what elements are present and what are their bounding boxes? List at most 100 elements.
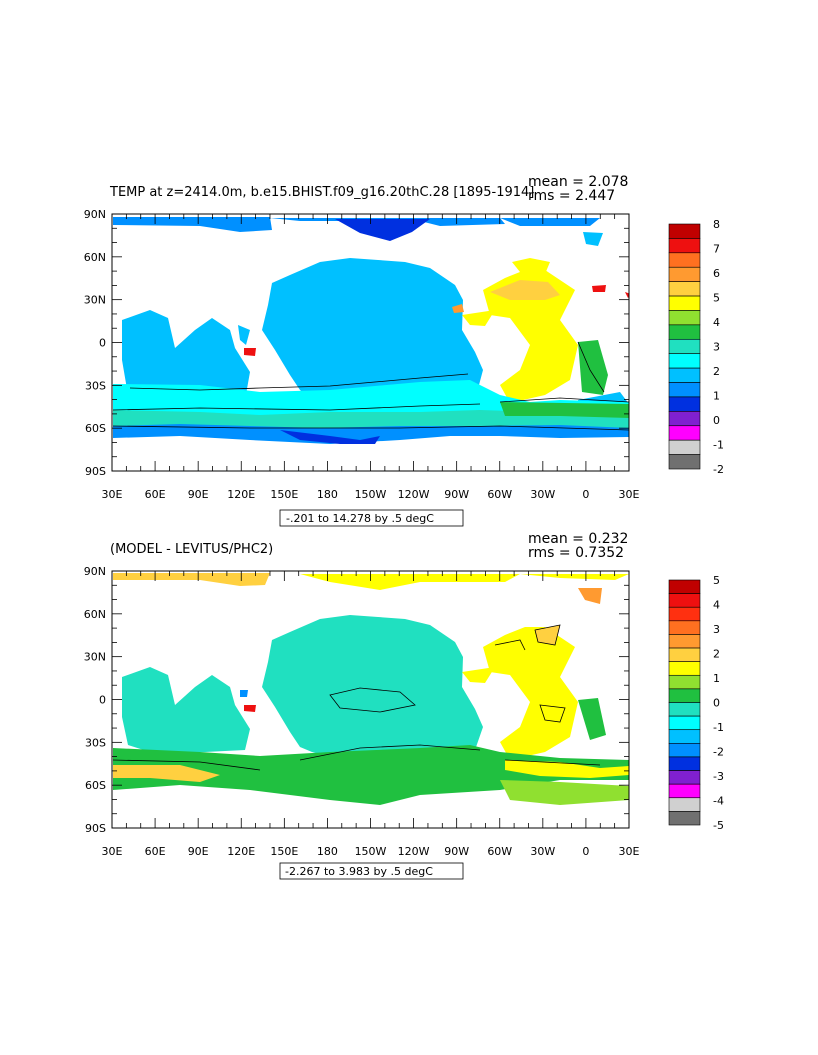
- panel-2-title: (MODEL - LEVITUS/PHC2): [110, 542, 273, 557]
- panel-2-ticks: [111, 570, 630, 829]
- panel-1-map: [112, 217, 629, 444]
- colorbar-label: 5: [713, 574, 720, 587]
- colorbar-swatch: [668, 310, 701, 326]
- lat-label: 90N: [84, 565, 106, 578]
- colorbar-label: 7: [713, 243, 720, 256]
- colorbar-label: 1: [713, 672, 720, 685]
- lat-label: 90S: [85, 822, 106, 835]
- colorbar-swatch: [668, 281, 701, 297]
- panel-2: (MODEL - LEVITUS/PHC2) mean = 0.232 rms …: [84, 531, 724, 880]
- lon-label: 90W: [444, 488, 469, 501]
- panel-1: TEMP at z=2414.0m, b.e15.BHIST.f09_g16.2…: [84, 174, 724, 527]
- colorbar-swatch: [668, 425, 701, 441]
- panel-1-lon-labels: 30E 60E 90E 120E 150E 180 150W 120W 90W 60W 30W 0 30…: [102, 488, 640, 501]
- lon-label: 0: [582, 845, 589, 858]
- lon-label: 30E: [102, 488, 123, 501]
- lon-label: 30E: [619, 845, 640, 858]
- lon-label: 30E: [102, 845, 123, 858]
- colorbar-label: 2: [713, 648, 720, 661]
- colorbar-label: -1: [713, 439, 724, 452]
- lon-label: 30E: [619, 488, 640, 501]
- colorbar-swatch: [668, 324, 701, 340]
- colorbar-label: -2: [713, 463, 724, 476]
- colorbar-swatch: [668, 454, 701, 470]
- colorbar-swatch: [668, 661, 701, 676]
- lon-label: 150E: [270, 488, 298, 501]
- colorbar-swatch: [668, 770, 701, 785]
- lon-label: 90E: [188, 845, 209, 858]
- lat-label: 30N: [84, 651, 106, 664]
- lon-label: 30W: [530, 488, 555, 501]
- colorbar-swatch: [668, 223, 701, 239]
- lon-label: 30W: [530, 845, 555, 858]
- lon-label: 150W: [355, 488, 387, 501]
- lon-label: 60E: [145, 488, 166, 501]
- colorbar-label: 5: [713, 292, 720, 305]
- lon-label: 60W: [487, 488, 512, 501]
- lon-label: 60E: [145, 845, 166, 858]
- colorbar-swatch: [668, 797, 701, 812]
- panel-1-range-box: [279, 509, 464, 527]
- colorbar-swatch: [668, 811, 701, 826]
- lat-label: 0: [99, 337, 106, 350]
- lon-label: 90W: [444, 845, 469, 858]
- colorbar-swatch: [668, 238, 701, 254]
- lon-label: 120W: [398, 488, 430, 501]
- lon-label: 180: [317, 488, 338, 501]
- colorbar-swatch: [668, 295, 701, 311]
- colorbar-swatch: [668, 367, 701, 383]
- colorbar-swatch: [668, 396, 701, 412]
- panel-1-range-label: -.201 to 14.278 by .5 degC: [286, 512, 434, 525]
- lat-label: 60S: [85, 422, 106, 435]
- colorbar-label: -3: [713, 770, 724, 783]
- colorbar-label: -2: [713, 746, 724, 759]
- colorbar-swatch: [668, 266, 701, 282]
- colorbar-swatch: [668, 593, 701, 608]
- lat-label: 60N: [84, 251, 106, 264]
- lon-label: 150W: [355, 845, 387, 858]
- panel-2-lat-labels: 90N 60N 30N 0 30S 60S 90S: [84, 565, 106, 835]
- panel-1-title: TEMP at z=2414.0m, b.e15.BHIST.f09_g16.2…: [109, 185, 534, 200]
- lat-label: 30S: [85, 379, 106, 392]
- colorbar-swatch: [668, 729, 701, 744]
- lat-label: 30N: [84, 294, 106, 307]
- colorbar-label: -4: [713, 795, 724, 808]
- colorbar-swatch: [668, 674, 701, 690]
- colorbar-swatch: [668, 411, 701, 427]
- lat-label: 90N: [84, 208, 106, 221]
- lon-label: 60W: [487, 845, 512, 858]
- panel-2-range-box: [279, 862, 464, 880]
- panel-2-range-label: -2.267 to 3.983 by .5 degC: [285, 865, 433, 878]
- panel-1-colorbar: 8 7 6 5 4 3 2 1 0 -1 -2: [668, 218, 724, 476]
- lat-label: 60S: [85, 779, 106, 792]
- colorbar-swatch: [668, 579, 701, 594]
- panel-1-rms: rms = 2.447: [528, 188, 615, 204]
- panel-2-rms: rms = 0.7352: [528, 545, 624, 561]
- lat-label: 60N: [84, 608, 106, 621]
- lon-label: 120W: [398, 845, 430, 858]
- colorbar-swatch: [668, 634, 701, 649]
- lat-label: 0: [99, 694, 106, 707]
- colorbar-swatch: [668, 439, 701, 455]
- colorbar-label: 3: [713, 623, 720, 636]
- lat-label: 90S: [85, 465, 106, 478]
- lon-label: 180: [317, 845, 338, 858]
- colorbar-label: -5: [713, 819, 724, 832]
- colorbar-swatch: [668, 715, 701, 731]
- colorbar-swatch: [668, 756, 701, 771]
- colorbar-label: -1: [713, 721, 724, 734]
- colorbar-swatch: [668, 606, 701, 622]
- colorbar-swatch: [668, 252, 701, 268]
- colorbar-label: 0: [713, 414, 720, 427]
- colorbar-swatch: [668, 702, 701, 717]
- panel-1-lat-labels: 90N 60N 30N 0 30S 60S 90S: [84, 208, 106, 478]
- colorbar-label: 0: [713, 697, 720, 710]
- panel-2-colorbar: 5 4 3 2 1 0 -1 -2 -3 -4 -5: [668, 574, 724, 832]
- colorbar-swatch: [668, 338, 701, 355]
- colorbar-label: 4: [713, 316, 720, 329]
- panel-1-ticks: [111, 213, 630, 472]
- colorbar-swatch: [668, 783, 701, 799]
- colorbar-label: 1: [713, 390, 720, 403]
- colorbar-label: 6: [713, 267, 720, 280]
